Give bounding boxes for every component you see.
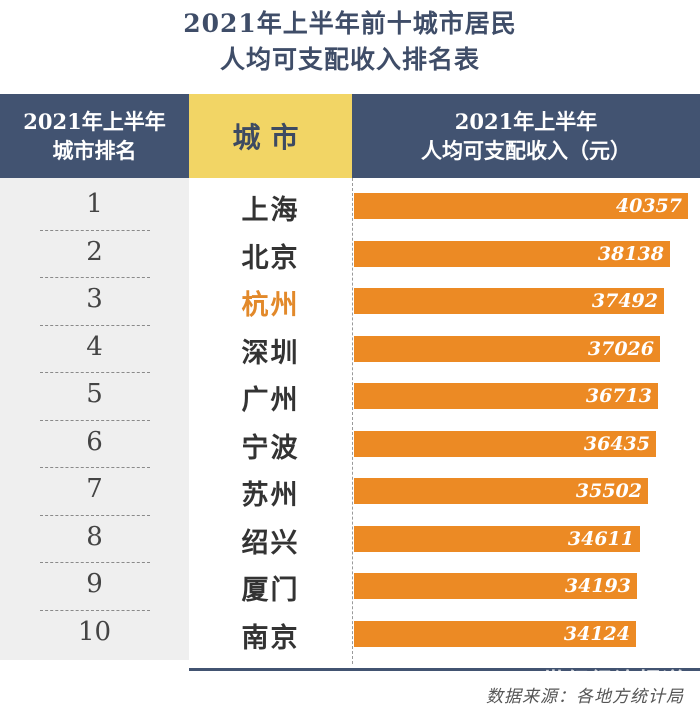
rank-number: 2: [86, 236, 103, 267]
bar-baseline: [352, 178, 353, 664]
chart-title-line2: 人均可支配收入排名表: [219, 45, 480, 74]
income-value-label: 37026: [587, 337, 654, 360]
city-label: 绍兴: [241, 527, 300, 559]
income-bar: 38138: [354, 240, 670, 267]
income-bar: 40357: [354, 193, 688, 219]
city-label: 苏州: [241, 480, 300, 511]
rank-header-line1: 2021年上半年: [23, 109, 166, 134]
income-value-label: 34611: [567, 527, 634, 550]
rank-number: 5: [86, 379, 103, 409]
city-label: 北京: [241, 242, 300, 274]
rank-number: 6: [86, 426, 103, 457]
rank-separator: [40, 324, 150, 326]
income-header-line1: 2021年上半年: [454, 109, 598, 134]
income-column-header: 2021年上半年 人均可支配收入（元）: [352, 94, 700, 178]
city-label: 杭州: [241, 290, 300, 321]
rank-number: 8: [86, 521, 103, 552]
income-value-label: 38138: [597, 242, 664, 265]
income-value-label: 36713: [585, 385, 652, 407]
income-bar: 34611: [354, 525, 640, 552]
chart-title-line1: 2021年上半年前十城市居民: [183, 9, 517, 38]
city-label: 南京: [241, 622, 300, 654]
source-note: 数据来源：各地方统计局: [486, 687, 684, 707]
rank-separator: [40, 562, 150, 563]
income-bar: 37026: [354, 335, 660, 362]
income-value-label: 37492: [591, 290, 658, 312]
income-bar: 36713: [354, 383, 658, 409]
rank-separator: [40, 609, 150, 611]
city-label: 厦门: [241, 575, 300, 606]
rank-separator: [40, 467, 150, 468]
income-value-label: 34193: [564, 575, 631, 597]
watermark-logo: 21世纪经济报道: [508, 669, 687, 695]
income-value-label: 40357: [615, 195, 682, 217]
city-label: 深圳: [241, 337, 300, 369]
income-header-line2: 人均可支配收入（元）: [421, 138, 631, 163]
income-bar: 34193: [354, 573, 637, 599]
rank-separator: [40, 372, 150, 373]
rank-number: 1: [86, 189, 103, 219]
city-label: 宁波: [241, 432, 300, 464]
income-value-label: 36435: [583, 432, 650, 455]
city-column-header: 城市: [189, 94, 352, 178]
rank-column-background: [0, 178, 189, 660]
rank-number: 4: [86, 331, 103, 362]
income-value-label: 35502: [575, 480, 642, 502]
city-label: 广州: [241, 385, 300, 416]
income-bar: 35502: [354, 478, 648, 504]
income-bar: 34124: [354, 620, 636, 647]
rank-number: 7: [86, 474, 103, 504]
table-bottom-rule: [189, 668, 700, 671]
income-bar: 36435: [354, 430, 656, 457]
rank-separator: [40, 277, 150, 278]
rank-separator: [40, 514, 150, 516]
city-label: 上海: [241, 195, 300, 226]
rank-column-header: 2021年上半年 城市排名: [0, 94, 189, 178]
rank-number: 3: [86, 284, 103, 314]
rank-number: 10: [77, 616, 112, 647]
rank-header-line2: 城市排名: [52, 138, 137, 163]
rank-separator: [40, 419, 150, 421]
rank-number: 9: [86, 569, 103, 599]
income-bar: 37492: [354, 288, 664, 314]
income-value-label: 34124: [563, 622, 630, 645]
rank-separator: [40, 229, 150, 231]
